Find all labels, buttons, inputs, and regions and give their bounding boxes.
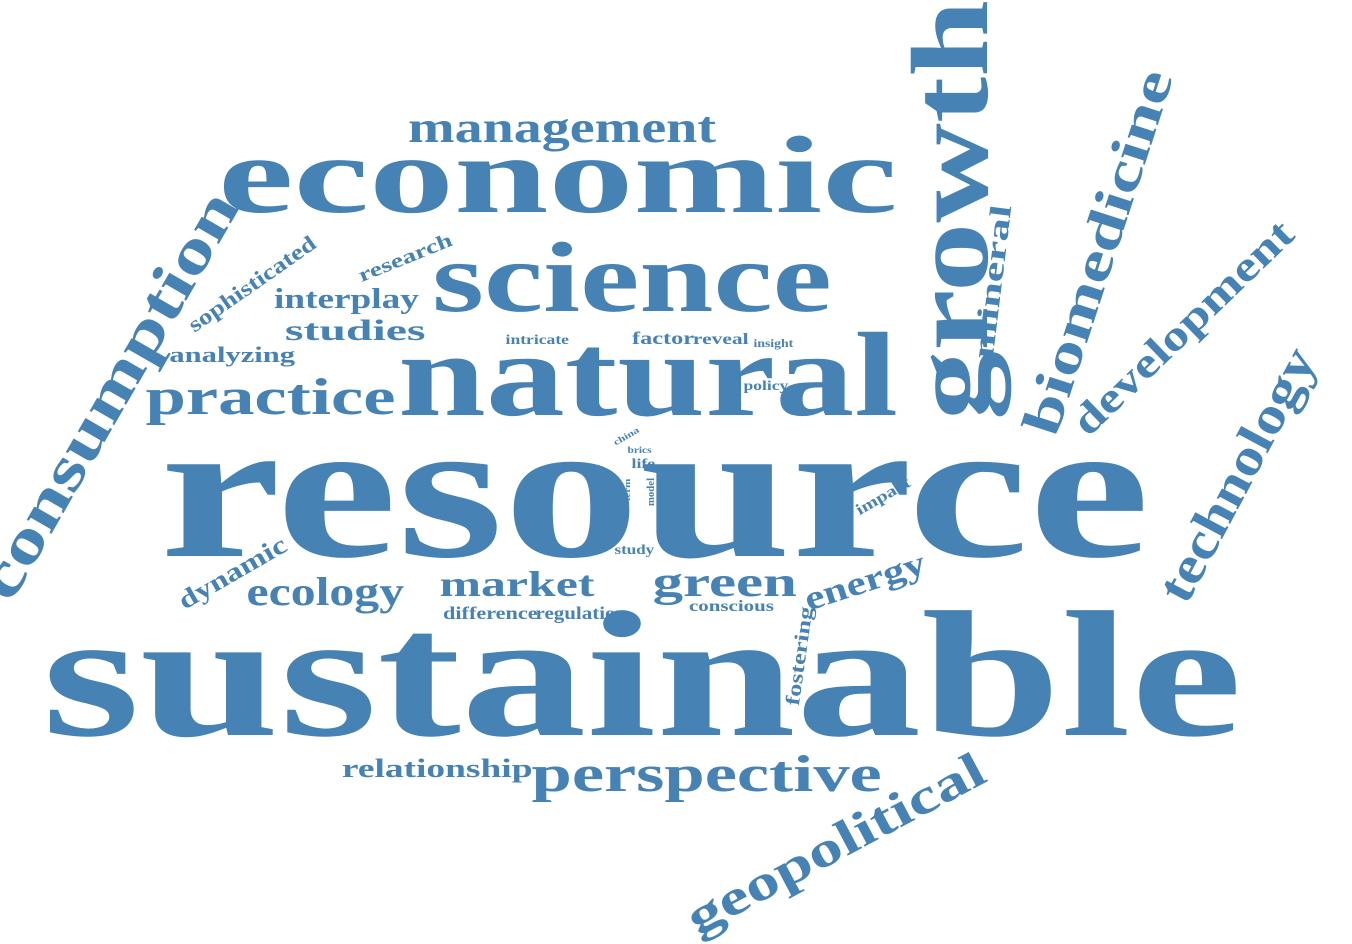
word-difference: difference [442,603,538,623]
word-sustainable: sustainable [42,575,1243,774]
word-market: market [439,564,595,604]
word-science: science [432,222,832,333]
word-interplay: interplay [273,284,419,315]
word-study: study [614,543,654,558]
word-studies: studies [284,314,426,347]
word-insight: insight [753,336,793,350]
word-model: model [646,477,658,507]
word-green: green [652,560,797,606]
word-conscious: conscious [688,598,774,615]
word-management: management [407,103,716,152]
word-perspective: perspective [531,746,882,803]
word-analyzing: analyzing [169,342,296,367]
word-policy: policy [743,379,789,394]
word-resource: resource [159,379,1150,600]
word-regulation: regulation [535,603,627,623]
word-practice: practice [144,369,396,426]
word-economic: economic [218,114,898,236]
word-ecology: ecology [246,569,404,614]
word-life: life [631,457,655,472]
word-reveal: reveal [692,331,749,348]
word-technology: technology [1146,337,1329,612]
word-relationship: relationship [341,754,533,783]
word-term: term [623,478,633,502]
word-natural: natural [397,308,899,441]
word-brics: brics [627,444,651,455]
word-factor: factor [632,328,694,348]
word-intricate: intricate [505,333,569,348]
